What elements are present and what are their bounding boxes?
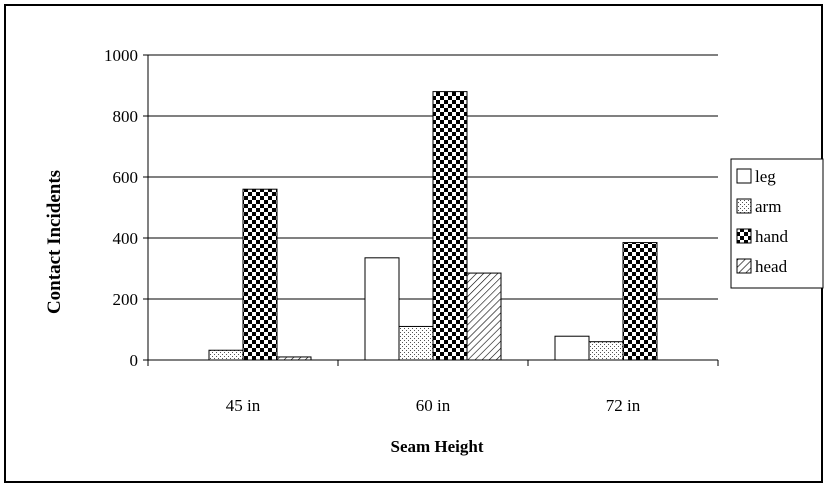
legend-swatch-hand	[736, 228, 752, 244]
axes	[143, 54, 719, 366]
y-tick-labels: 0 200 400 600 800 1000	[104, 46, 138, 370]
y-tick-label: 0	[130, 351, 139, 370]
x-tick-label: 72 in	[606, 396, 641, 415]
y-tick-label: 200	[113, 290, 139, 309]
x-tick-labels: 45 in 60 in 72 in	[226, 396, 641, 415]
legend-swatch-arm	[736, 198, 752, 214]
legend-label-leg: leg	[755, 167, 776, 186]
y-tick-label: 800	[113, 107, 139, 126]
bar-arm-0	[208, 349, 244, 361]
bar-arm-2	[588, 341, 624, 361]
bar-leg-1	[364, 257, 400, 361]
y-axis-label: Contact Incidents	[44, 170, 65, 314]
chart-frame	[4, 4, 823, 483]
x-tick-label: 45 in	[226, 396, 261, 415]
bars	[208, 91, 658, 361]
legend-label-hand: hand	[755, 227, 789, 246]
legend-label-arm: arm	[755, 197, 781, 216]
x-tick-label: 60 in	[416, 396, 451, 415]
bar-arm-1	[398, 325, 434, 361]
bar-head-1	[466, 272, 502, 361]
legend-label-head: head	[755, 257, 788, 276]
bar-hand-2	[622, 242, 658, 361]
bar-hand-1	[432, 91, 468, 361]
bar-leg-2	[554, 335, 590, 361]
bar-hand-0	[242, 188, 278, 361]
legend: leg arm hand head	[730, 158, 824, 289]
legend-swatch-head	[736, 258, 752, 274]
y-tick-label: 1000	[104, 46, 138, 65]
y-tick-label: 400	[113, 229, 139, 248]
y-tick-label: 600	[113, 168, 139, 187]
x-axis-label: Seam Height	[390, 437, 483, 456]
legend-swatch-leg	[736, 168, 752, 184]
